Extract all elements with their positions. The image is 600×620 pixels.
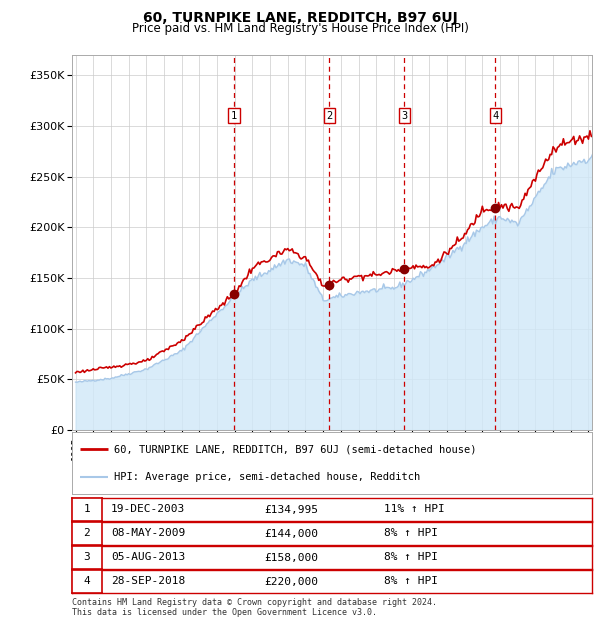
Text: £158,000: £158,000 (265, 552, 319, 562)
Text: 3: 3 (83, 552, 91, 562)
Text: 8% ↑ HPI: 8% ↑ HPI (384, 552, 438, 562)
Text: 19-DEC-2003: 19-DEC-2003 (111, 505, 185, 515)
Text: 11% ↑ HPI: 11% ↑ HPI (384, 505, 445, 515)
Text: 3: 3 (401, 111, 407, 121)
Text: £144,000: £144,000 (265, 528, 319, 539)
Text: 28-SEP-2018: 28-SEP-2018 (111, 577, 185, 587)
Text: 08-MAY-2009: 08-MAY-2009 (111, 528, 185, 539)
Text: 2: 2 (83, 528, 91, 539)
Text: 1: 1 (231, 111, 238, 121)
Text: Price paid vs. HM Land Registry's House Price Index (HPI): Price paid vs. HM Land Registry's House … (131, 22, 469, 35)
Text: 60, TURNPIKE LANE, REDDITCH, B97 6UJ (semi-detached house): 60, TURNPIKE LANE, REDDITCH, B97 6UJ (se… (113, 445, 476, 454)
Text: 4: 4 (83, 577, 91, 587)
Text: 05-AUG-2013: 05-AUG-2013 (111, 552, 185, 562)
Text: 8% ↑ HPI: 8% ↑ HPI (384, 528, 438, 539)
Text: HPI: Average price, semi-detached house, Redditch: HPI: Average price, semi-detached house,… (113, 472, 420, 482)
Text: £220,000: £220,000 (265, 577, 319, 587)
Text: £134,995: £134,995 (265, 505, 319, 515)
Text: Contains HM Land Registry data © Crown copyright and database right 2024.
This d: Contains HM Land Registry data © Crown c… (72, 598, 437, 618)
Text: 2: 2 (326, 111, 332, 121)
Text: 4: 4 (493, 111, 499, 121)
Text: 60, TURNPIKE LANE, REDDITCH, B97 6UJ: 60, TURNPIKE LANE, REDDITCH, B97 6UJ (143, 11, 457, 25)
Text: 1: 1 (83, 505, 91, 515)
Text: 8% ↑ HPI: 8% ↑ HPI (384, 577, 438, 587)
